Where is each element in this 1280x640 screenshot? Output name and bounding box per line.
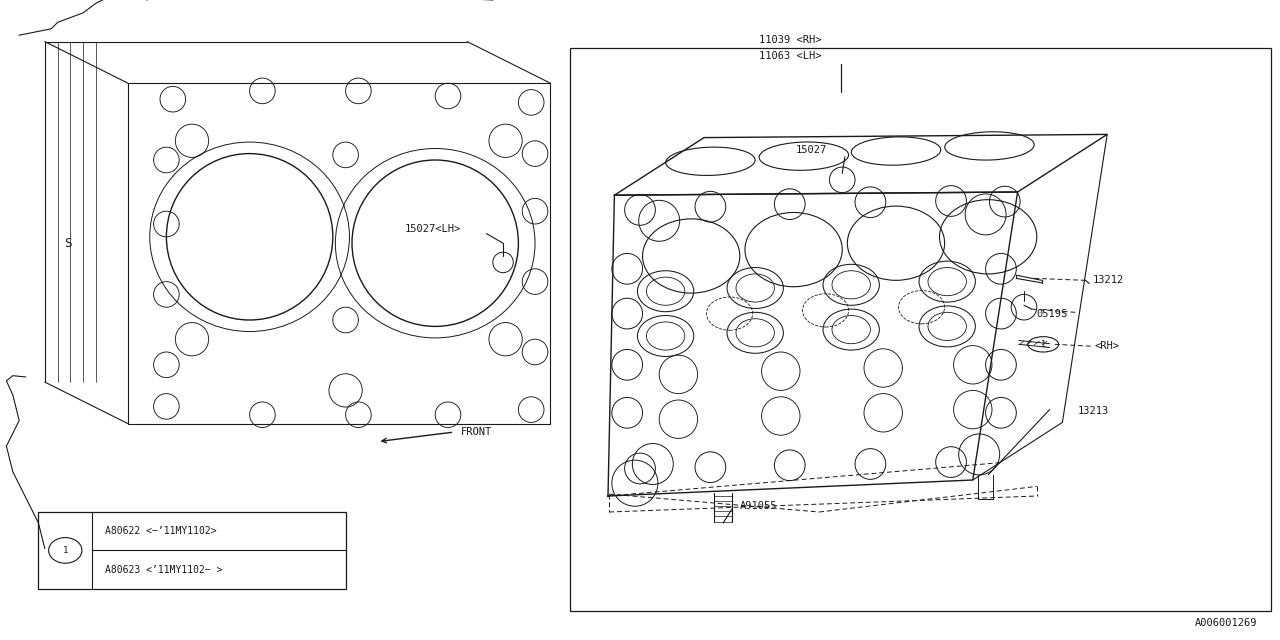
Text: A80622 <−’11MY1102>: A80622 <−’11MY1102> [105,526,216,536]
Text: A006001269: A006001269 [1194,618,1257,628]
Text: 1: 1 [1041,340,1046,349]
Text: <RH>: <RH> [1094,341,1120,351]
Text: 1: 1 [63,546,68,555]
Text: S: S [64,237,72,250]
Text: A80623 <’11MY1102− >: A80623 <’11MY1102− > [105,564,223,575]
Text: FRONT: FRONT [461,427,492,437]
Text: 13213: 13213 [1078,406,1108,416]
Bar [570,48,1271,611]
Text: 0519S: 0519S [1037,308,1068,319]
Text: 15027<LH>: 15027<LH> [404,224,461,234]
Text: 11063 <LH>: 11063 <LH> [759,51,822,61]
Text: 11039 <RH>: 11039 <RH> [759,35,822,45]
Text: 13212: 13212 [1093,275,1124,285]
Bar [38,512,346,589]
Text: 15027: 15027 [796,145,827,156]
Text: A91055: A91055 [740,500,777,511]
